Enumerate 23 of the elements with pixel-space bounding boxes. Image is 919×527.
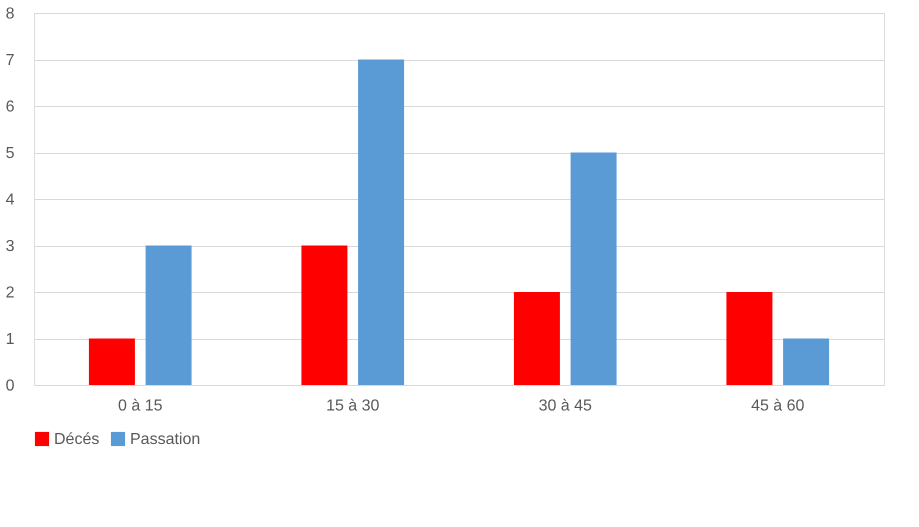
x-tick-label: 30 à 45 [538, 398, 592, 414]
bar [726, 292, 772, 385]
x-tick-label: 45 à 60 [751, 398, 805, 414]
y-tick-label: 1 [6, 331, 15, 348]
y-tick-label: 8 [6, 6, 15, 22]
y-tick-label: 5 [6, 145, 15, 162]
y-tick-label: 7 [6, 52, 15, 69]
bar [358, 60, 404, 385]
bar [783, 338, 830, 385]
x-tick-label: 15 à 30 [326, 398, 380, 414]
y-tick-label: 6 [6, 98, 15, 116]
bar [301, 246, 348, 385]
bar [570, 152, 617, 385]
x-tick-label: 0 à 15 [118, 398, 163, 414]
bar [88, 338, 135, 385]
bar [514, 292, 560, 385]
y-tick-label: 3 [6, 238, 15, 255]
y-tick-label: 4 [6, 192, 15, 208]
y-tick-label: 2 [6, 284, 15, 302]
bar [146, 246, 192, 385]
legend-label: Passation [130, 431, 200, 448]
y-tick-label: 0 [6, 378, 15, 394]
legend-label: Décés [54, 431, 100, 448]
